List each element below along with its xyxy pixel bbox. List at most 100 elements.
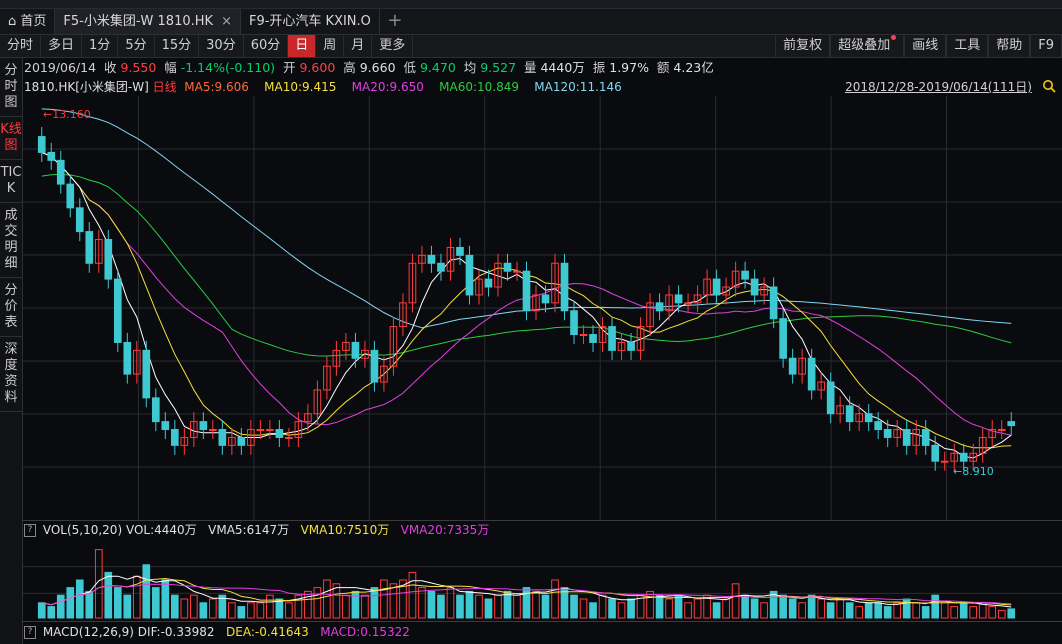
candle-body bbox=[199, 421, 208, 431]
divider bbox=[22, 621, 1062, 622]
period-toolbar: 分时 多日 1分 5分 15分 30分 60分日周月更多 前复权 超级叠加 画线 工具 帮助 F9 bbox=[0, 35, 1062, 58]
toolbar-right-1[interactable]: 超级叠加 bbox=[830, 35, 905, 57]
candle-body bbox=[551, 262, 559, 304]
period-7[interactable]: 日 bbox=[288, 35, 317, 57]
date-range[interactable]: 2018/12/28-2019/06/14(111日) bbox=[845, 80, 1032, 94]
volume-bar bbox=[684, 602, 692, 619]
toolbar-right-0[interactable]: 前复权 bbox=[775, 35, 831, 57]
leftnav-item-5[interactable]: 深度资料 bbox=[0, 337, 22, 412]
period-2[interactable]: 1分 bbox=[82, 35, 119, 57]
candle-body bbox=[570, 310, 578, 336]
period-6[interactable]: 60分 bbox=[244, 35, 289, 57]
volume-bar bbox=[712, 602, 721, 619]
volume-bar bbox=[817, 598, 825, 619]
period-9[interactable]: 月 bbox=[344, 35, 373, 57]
volume-bar bbox=[579, 598, 588, 619]
volume-bar bbox=[180, 598, 189, 619]
volume-bar bbox=[836, 598, 844, 619]
candle-body bbox=[598, 326, 607, 343]
toolbar-right-5[interactable]: F9 bbox=[1030, 35, 1062, 57]
candle-body bbox=[190, 421, 198, 438]
kline-label: 日线 bbox=[152, 80, 177, 94]
leftnav-item-1[interactable]: K线图 bbox=[0, 117, 22, 160]
candle-body bbox=[788, 357, 797, 375]
period-5[interactable]: 30分 bbox=[199, 35, 244, 57]
volume-bar bbox=[161, 579, 170, 619]
candle-body bbox=[988, 429, 997, 438]
candle-body bbox=[332, 349, 341, 367]
candle-body bbox=[779, 318, 787, 359]
volume-bar bbox=[750, 598, 759, 619]
leftnav-item-0[interactable]: 分时图 bbox=[0, 58, 22, 117]
kline-chart[interactable]: ←13.160 ←8.910 bbox=[23, 96, 1062, 520]
toolbar-right-4[interactable]: 帮助 bbox=[988, 35, 1031, 57]
period-10[interactable]: 更多 bbox=[372, 35, 414, 57]
close-icon[interactable]: × bbox=[221, 14, 232, 29]
quote-date: 2019/06/14 bbox=[24, 60, 97, 75]
ma10-value: MA10:9.415 bbox=[264, 80, 337, 94]
tab-home[interactable]: ⌂ 首页 bbox=[0, 9, 56, 34]
ma120-value: MA120:11.146 bbox=[534, 80, 622, 94]
volume-chart[interactable] bbox=[23, 540, 1062, 620]
candle-body bbox=[579, 334, 588, 337]
volume-bar bbox=[75, 579, 84, 619]
candle-body bbox=[465, 254, 474, 296]
help-icon[interactable]: ? bbox=[24, 626, 36, 639]
volume-bar bbox=[978, 602, 987, 619]
candle-body bbox=[94, 239, 103, 264]
search-icon[interactable] bbox=[1042, 79, 1056, 93]
volume-bar bbox=[893, 602, 902, 619]
candle-body bbox=[247, 429, 255, 446]
candle-body bbox=[456, 246, 464, 256]
toolbar-right-3[interactable]: 工具 bbox=[946, 35, 989, 57]
volume-bar bbox=[361, 594, 369, 619]
quote-amount: 4.23亿 bbox=[673, 60, 714, 75]
volume-bar bbox=[266, 594, 274, 619]
period-3[interactable]: 5分 bbox=[118, 35, 155, 57]
period-4[interactable]: 15分 bbox=[155, 35, 200, 57]
leftnav-item-2[interactable]: TICK bbox=[0, 160, 22, 203]
candle-body bbox=[893, 429, 902, 438]
volume-bar bbox=[475, 594, 483, 619]
volume-bar bbox=[199, 602, 208, 619]
help-icon[interactable]: ? bbox=[24, 524, 36, 537]
candle-body bbox=[494, 262, 502, 288]
period-1[interactable]: 多日 bbox=[41, 35, 83, 57]
volume-bar bbox=[142, 564, 151, 619]
candle-body bbox=[655, 302, 664, 312]
volume-bar bbox=[437, 594, 445, 619]
volume-bar bbox=[798, 602, 806, 619]
add-tab-icon[interactable]: + bbox=[387, 10, 403, 31]
volume-bar bbox=[988, 606, 997, 619]
volume-bar bbox=[551, 579, 559, 619]
candle-body bbox=[912, 429, 921, 446]
candle-body bbox=[693, 294, 702, 304]
volume-bar bbox=[427, 590, 436, 619]
volume-bar bbox=[56, 594, 65, 619]
tab-kxin[interactable]: F9-开心汽车 KXIN.O bbox=[241, 9, 380, 34]
candle-body bbox=[209, 429, 217, 432]
ma5-value: MA5:9.606 bbox=[184, 80, 249, 94]
volume-bar bbox=[589, 602, 597, 619]
volume-bar bbox=[769, 590, 778, 619]
volume-bar bbox=[950, 606, 959, 619]
volume-bar bbox=[1007, 608, 1016, 619]
volume-bar bbox=[418, 587, 426, 619]
tab-xiaomi[interactable]: F5-小米集团-W 1810.HK × bbox=[55, 9, 241, 34]
period-0[interactable]: 分时 bbox=[0, 35, 42, 57]
volume-legend: ? VOL(5,10,20) VOL:4440万 VMA5:6147万 VMA1… bbox=[24, 521, 489, 539]
candle-body bbox=[427, 254, 436, 264]
volume-bar bbox=[541, 594, 550, 619]
toolbar-right-2[interactable]: 画线 bbox=[904, 35, 947, 57]
volume-bar bbox=[123, 594, 132, 619]
leftnav-item-4[interactable]: 分价表 bbox=[0, 278, 22, 337]
candle-body bbox=[484, 278, 493, 288]
volume-bar bbox=[608, 598, 616, 619]
volume-bar bbox=[921, 606, 930, 619]
volume-bar bbox=[665, 598, 673, 619]
candle-body bbox=[1007, 421, 1016, 427]
period-8[interactable]: 周 bbox=[316, 35, 345, 57]
candle-body bbox=[266, 429, 274, 432]
leftnav-item-3[interactable]: 成交明细 bbox=[0, 203, 22, 278]
volume-bar bbox=[370, 587, 379, 619]
